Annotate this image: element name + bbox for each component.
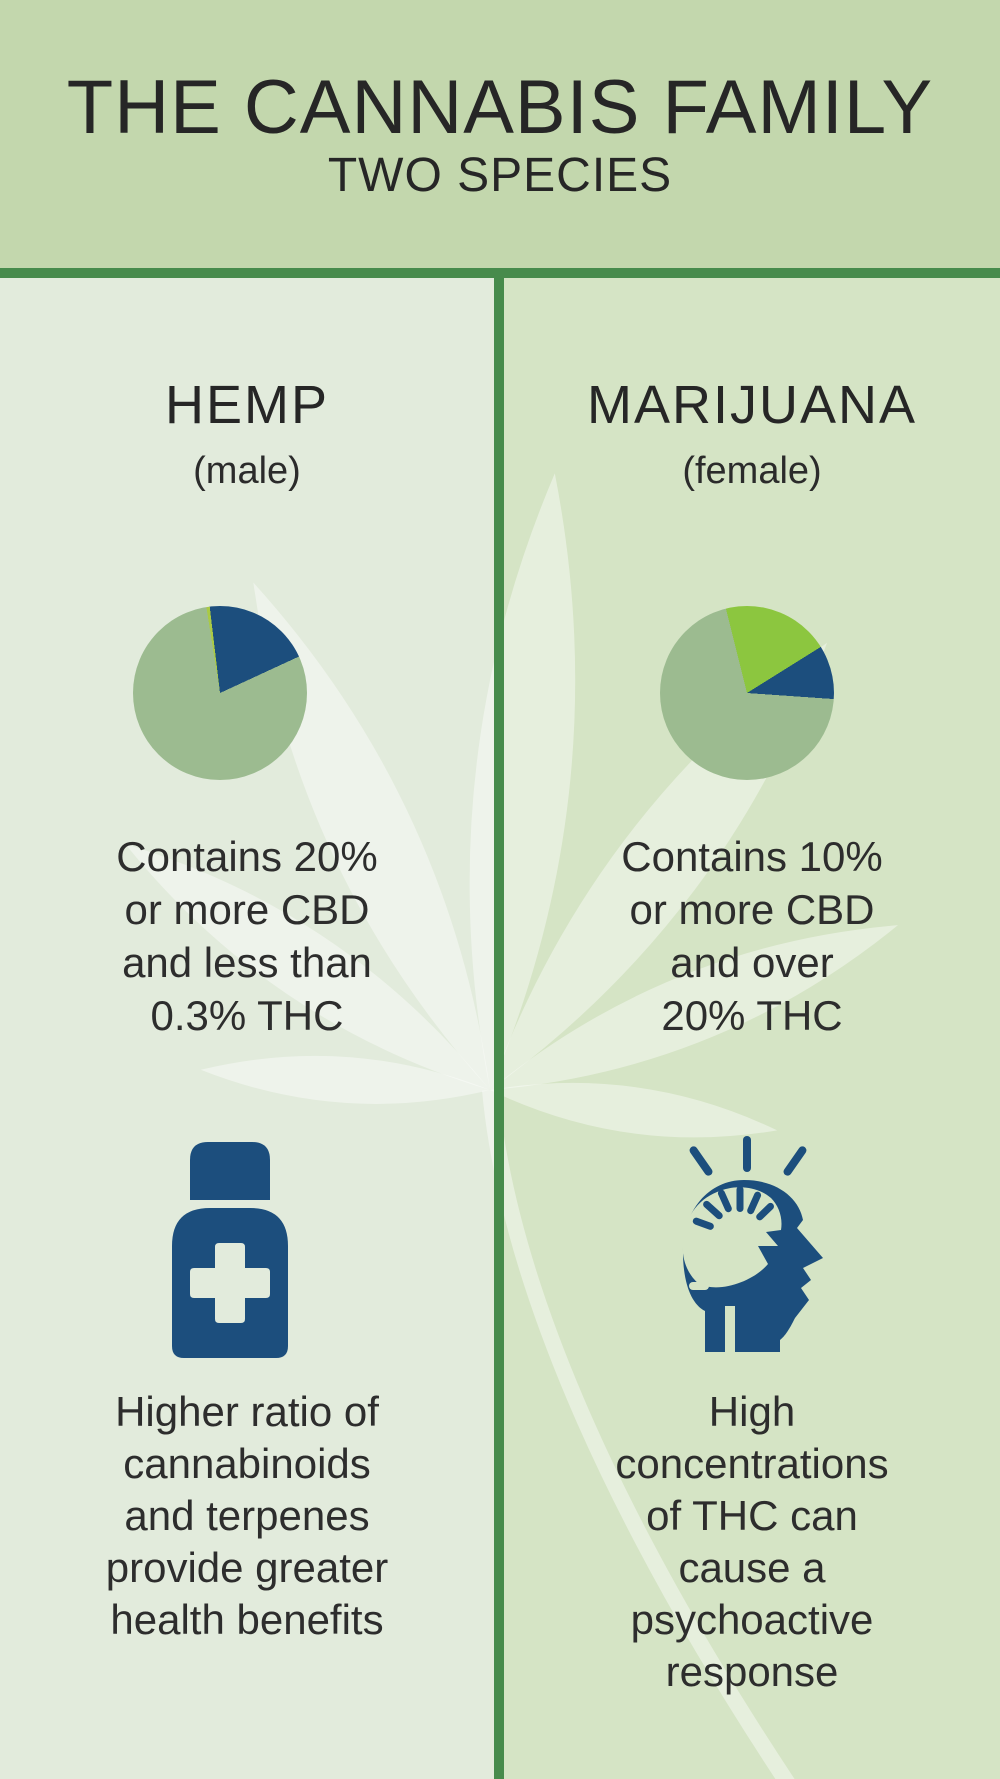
hemp-pie-chart [133,606,307,780]
medicine-bottle-icon [172,1142,288,1358]
marijuana-column: MARIJUANA (female) Contains 10% or more … [504,278,1000,1779]
hemp-icon-wrap [0,1134,494,1364]
marijuana-pie-chart [660,606,834,780]
marijuana-subheading: (female) [682,450,822,492]
vertical-divider [494,278,504,1779]
hemp-subheading: (male) [193,450,301,492]
hemp-heading: HEMP [164,375,329,435]
hemp-column: HEMP (male) Contains 20% or more CBD and… [0,278,494,1779]
comparison-columns: HEMP (male) Contains 20% or more CBD and… [0,278,1000,1779]
marijuana-heading: MARIJUANA [586,375,918,435]
header: THE CANNABIS FAMILY TWO SPECIES [0,0,1000,268]
hemp-composition-text: Contains 20% or more CBD and less than 0… [116,833,378,1039]
hemp-description-text: Higher ratio of cannabinoids and terpene… [105,1388,389,1643]
marijuana-description-text: High concentrations of THC can cause a p… [615,1388,889,1695]
page-subtitle: TWO SPECIES [327,149,673,202]
head-psychoactive-icon [682,1136,823,1352]
horizontal-divider [0,268,1000,278]
marijuana-composition-text: Contains 10% or more CBD and over 20% TH… [621,833,883,1039]
page-title: THE CANNABIS FAMILY [66,65,934,150]
marijuana-icon-wrap [504,1134,1000,1364]
